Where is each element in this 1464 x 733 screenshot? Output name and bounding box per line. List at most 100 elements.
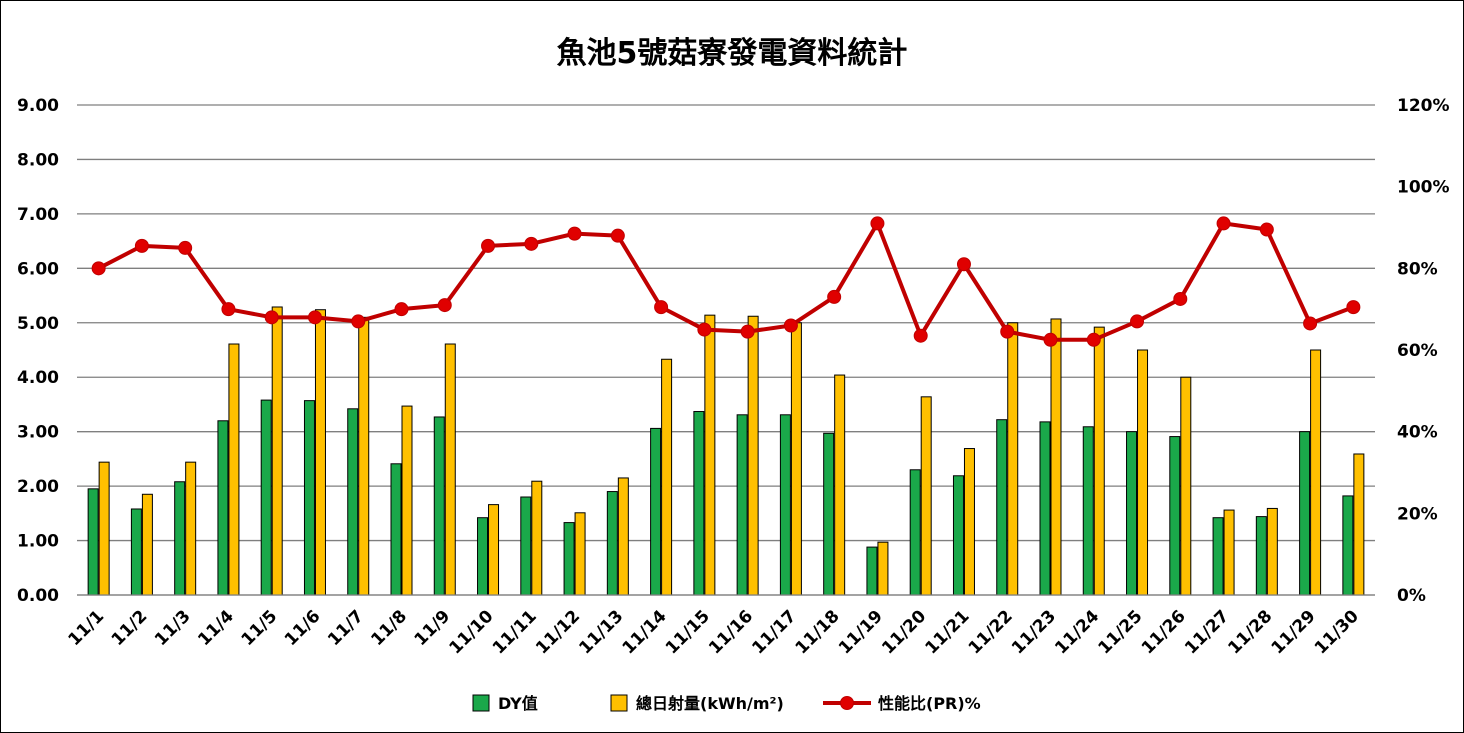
bar-dy (606, 491, 618, 596)
pr-point (481, 238, 496, 253)
bar-dy (1126, 431, 1138, 596)
x-tick-label: 11/26 (1138, 606, 1190, 658)
bar-irradiance (1093, 326, 1105, 596)
x-tick-label: 11/20 (878, 606, 930, 658)
pr-point (178, 240, 193, 255)
x-tick-label: 11/30 (1311, 606, 1363, 658)
x-tick-label: 11/11 (489, 606, 541, 658)
legend: DY值 總日射量(kWh/m²) 性能比(PR)% (472, 694, 981, 713)
x-tick-label: 11/22 (965, 606, 1017, 658)
bar-dy (736, 414, 748, 596)
bar-irradiance (1137, 349, 1149, 596)
right-tick-label: 60% (1397, 341, 1438, 361)
x-tick-label: 11/15 (662, 606, 714, 658)
legend-label: DY值 (498, 694, 538, 713)
pr-point (1086, 332, 1101, 347)
x-tick-label: 11/5 (238, 606, 282, 650)
bar-dy (1299, 431, 1311, 596)
pr-point (783, 318, 798, 333)
bar-irradiance (228, 343, 240, 596)
line-series (91, 216, 1361, 347)
pr-point (567, 226, 582, 241)
bar-irradiance (1310, 349, 1322, 596)
bar-irradiance (358, 316, 370, 596)
legend-swatch-dy (472, 694, 490, 712)
bar-irradiance (704, 314, 716, 596)
pr-point (134, 238, 149, 253)
legend-swatch-irradiance (610, 694, 628, 712)
bar-irradiance (574, 512, 586, 596)
bar-dy (217, 420, 229, 596)
legend-swatch-pr-marker (840, 696, 854, 710)
pr-point (956, 257, 971, 272)
bar-dy (347, 408, 359, 596)
bar-dy (1212, 517, 1224, 596)
pr-point (1216, 216, 1231, 231)
left-tick-label: 6.00 (17, 259, 59, 279)
bar-irradiance (488, 504, 500, 596)
bar-irradiance (1266, 507, 1278, 596)
x-tick-label: 11/17 (748, 606, 800, 658)
left-tick-label: 0.00 (17, 586, 59, 606)
bar-irradiance (1223, 509, 1235, 596)
bar-dy (693, 411, 705, 596)
pr-line (97, 221, 1355, 342)
bar-irradiance (444, 343, 456, 596)
bar-irradiance (834, 374, 846, 596)
x-tick-label: 11/25 (1095, 606, 1147, 658)
x-tick-label: 11/4 (194, 606, 238, 650)
pr-point (913, 328, 928, 343)
bar-dy (390, 463, 402, 596)
pr-point (307, 310, 322, 325)
pr-point (91, 261, 106, 276)
bar-series (87, 306, 1365, 596)
x-tick-label: 11/23 (1008, 606, 1060, 658)
pr-point (264, 310, 279, 325)
x-axis-ticks: 11/1 11/2 11/3 11/4 11/5 11/6 11/7 11/8 11/911/1… (65, 594, 1375, 658)
bar-dy (130, 508, 142, 596)
bar-dy (1255, 516, 1267, 596)
bar-irradiance (401, 405, 413, 596)
bar-irradiance (314, 309, 326, 596)
bar-irradiance (877, 541, 889, 596)
x-tick-label: 11/12 (532, 606, 584, 658)
chart-title: 魚池5號菇寮發電資料統計 (557, 36, 908, 71)
pr-point (697, 322, 712, 337)
bar-dy (650, 427, 662, 596)
x-tick-label: 11/6 (281, 606, 325, 650)
pr-point (221, 302, 236, 317)
pr-point (1000, 324, 1015, 339)
bar-dy (260, 399, 272, 596)
left-tick-label: 1.00 (17, 532, 59, 552)
gridlines (77, 104, 1375, 596)
right-tick-label: 40% (1397, 423, 1438, 443)
left-tick-label: 9.00 (17, 96, 59, 116)
left-tick-label: 4.00 (17, 368, 59, 388)
bar-irradiance (271, 306, 283, 596)
bar-irradiance (1007, 322, 1019, 596)
x-tick-label: 11/14 (619, 606, 671, 658)
bar-dy (1169, 436, 1181, 596)
x-tick-label: 11/8 (367, 606, 411, 650)
pr-point (1303, 316, 1318, 331)
bar-dy (303, 400, 315, 596)
right-tick-label: 80% (1397, 259, 1438, 279)
bar-dy (909, 469, 921, 596)
bar-dy (433, 416, 445, 596)
bar-dy (477, 517, 489, 596)
x-tick-label: 11/16 (705, 606, 757, 658)
pr-point (394, 302, 409, 317)
bar-dy (563, 522, 575, 596)
pr-point (740, 324, 755, 339)
bar-dy (1342, 495, 1354, 596)
bar-irradiance (141, 493, 153, 596)
pr-point (827, 289, 842, 304)
x-tick-label: 11/3 (151, 606, 195, 650)
x-tick-label: 11/13 (575, 606, 627, 658)
bar-irradiance (617, 477, 629, 596)
bar-dy (952, 475, 964, 596)
bar-irradiance (747, 315, 759, 596)
legend-label: 總日射量(kWh/m²) (636, 694, 784, 713)
